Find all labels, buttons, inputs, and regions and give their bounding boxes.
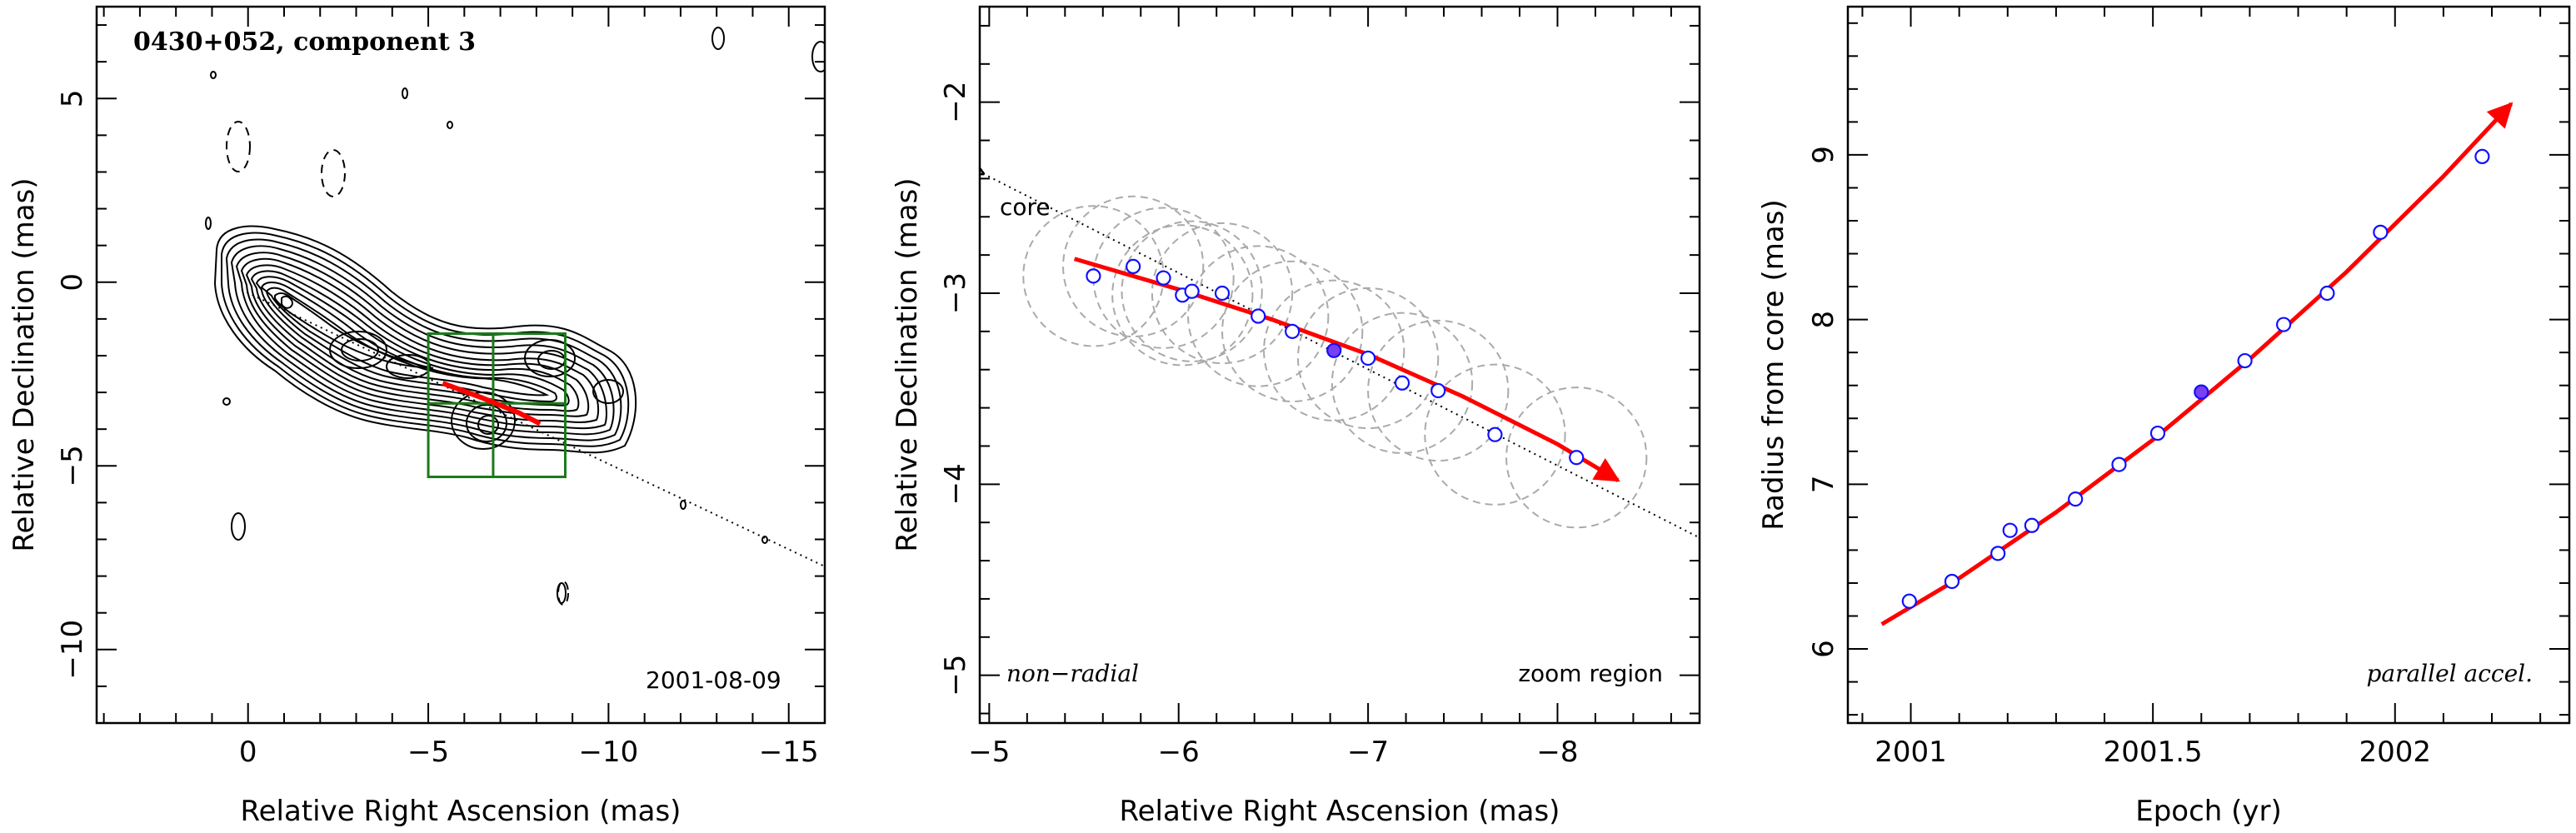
radius-parallel-label: parallel accel. — [2366, 660, 2533, 687]
radius-point — [2149, 425, 2166, 441]
y-tick-label: −5 — [939, 655, 972, 696]
y-tick-label: 8 — [1807, 311, 1840, 329]
zoom-core-label: core — [1000, 193, 1051, 221]
zoom-points — [1086, 258, 1585, 466]
zoom-xlabel: Relative Right Ascension (mas) — [1120, 795, 1560, 828]
y-tick-label: −5 — [56, 445, 89, 486]
y-tick-label: 6 — [1807, 640, 1840, 658]
zoom-jet-axis — [983, 173, 1700, 539]
map-jet-axis — [241, 289, 825, 567]
map-title: 0430+052, component 3 — [133, 27, 476, 57]
radius-points — [1901, 148, 2490, 609]
zoom-region-label: zoom region — [1518, 660, 1663, 687]
gaussian-circle — [1121, 220, 1263, 362]
map-ylabel: Relative Declination (mas) — [7, 177, 41, 551]
map-panel: 0 −5 −10 −15 5 0 −5 −10 — [7, 5, 826, 828]
map-contours — [205, 27, 825, 606]
y-tick-label: −4 — [939, 463, 972, 505]
zoom-point — [1184, 283, 1200, 299]
gaussian-circle — [1367, 319, 1510, 462]
y-tick-label: −2 — [939, 82, 972, 123]
gaussian-circle — [1424, 363, 1566, 506]
gaussian-circle — [1330, 312, 1474, 454]
zoom-gaussian-circles — [1022, 195, 1648, 529]
gaussian-circle — [1111, 224, 1254, 367]
x-tick-label: −6 — [1158, 736, 1200, 769]
zoom-frame — [978, 5, 1701, 725]
x-tick-label: −7 — [1347, 736, 1389, 769]
y-tick-label: 9 — [1807, 146, 1840, 164]
axis-ticks-1: −5 −6 −7 −8 −2 −3 −4 −5 — [939, 7, 1700, 769]
zoom-point — [1487, 426, 1503, 442]
radius-point — [2111, 456, 2127, 472]
y-tick-label: 7 — [1807, 476, 1840, 494]
zoom-point — [1569, 450, 1585, 466]
map-frame — [95, 5, 826, 725]
x-tick-label: 2002 — [2359, 736, 2431, 769]
gaussian-circle — [1263, 279, 1405, 421]
map-positive-contours — [213, 225, 637, 454]
radius-panel: 2001 2001.5 2002 6 7 8 9 parallel accel. Epoch… — [1757, 5, 2571, 828]
map-knot-contours — [329, 331, 624, 450]
radius-point — [2024, 517, 2039, 533]
x-tick-label: −5 — [968, 736, 1010, 769]
gaussian-circle — [1187, 245, 1330, 387]
gaussian-circle — [1062, 195, 1205, 338]
zoom-panel: −5 −6 −7 −8 −2 −3 −4 −5 core non−radial zoom re… — [891, 5, 1701, 828]
zoom-point — [1086, 268, 1101, 284]
axis-ticks-2: 2001 2001.5 2002 6 7 8 9 — [1807, 7, 2569, 769]
radius-point — [2068, 491, 2084, 507]
zoom-point — [1126, 258, 1141, 274]
gaussian-circle — [1505, 387, 1648, 529]
gaussian-circle — [1221, 260, 1364, 402]
radius-point — [2474, 148, 2490, 165]
x-tick-label: 2001.5 — [2104, 736, 2203, 769]
radius-point — [2275, 317, 2292, 332]
y-tick-label: −10 — [56, 620, 89, 680]
map-trajectory-arrow — [442, 381, 542, 426]
zoom-nonradial-label: non−radial — [1006, 660, 1139, 687]
x-tick-label: −8 — [1536, 736, 1578, 769]
map-xlabel: Relative Right Ascension (mas) — [241, 795, 681, 828]
map-isolated-contours — [205, 27, 825, 604]
radius-point — [2237, 352, 2253, 369]
radius-fit-arrow — [1880, 102, 2514, 626]
y-tick-label: −3 — [939, 272, 972, 314]
gaussian-circle — [1296, 287, 1440, 430]
zoom-point — [1430, 382, 1446, 399]
y-tick-label: 0 — [56, 273, 89, 292]
radius-point — [1990, 546, 2006, 561]
radius-point — [1944, 573, 1960, 590]
zoom-point — [1285, 323, 1300, 339]
x-tick-label: 0 — [239, 736, 257, 769]
axis-ticks-0: 0 −5 −10 −15 5 0 −5 −10 — [56, 7, 826, 769]
radius-point — [1901, 593, 1917, 609]
radius-frame — [1846, 5, 2571, 725]
map-negative-contours — [226, 121, 569, 606]
zoom-point — [1156, 270, 1171, 286]
zoom-ylabel: Relative Declination (mas) — [891, 177, 924, 551]
zoom-point — [1326, 342, 1342, 358]
x-tick-label: −5 — [407, 736, 449, 769]
radius-point — [2319, 285, 2335, 302]
gaussian-circle — [1151, 222, 1294, 365]
radius-xlabel: Epoch (yr) — [2135, 795, 2282, 828]
zoom-point — [1360, 350, 1376, 367]
zoom-point — [1394, 375, 1410, 391]
x-tick-label: −15 — [759, 736, 819, 769]
radius-point — [2194, 384, 2209, 400]
zoom-point — [1251, 308, 1266, 324]
radius-ylabel: Radius from core (mas) — [1757, 199, 1790, 530]
map-epoch-label: 2001-08-09 — [646, 666, 781, 694]
radius-point — [2002, 522, 2018, 538]
x-tick-label: −10 — [579, 736, 639, 769]
x-tick-label: 2001 — [1875, 736, 1947, 769]
zoom-point — [1214, 285, 1231, 302]
y-tick-label: 5 — [56, 89, 89, 107]
radius-point — [2373, 224, 2389, 240]
